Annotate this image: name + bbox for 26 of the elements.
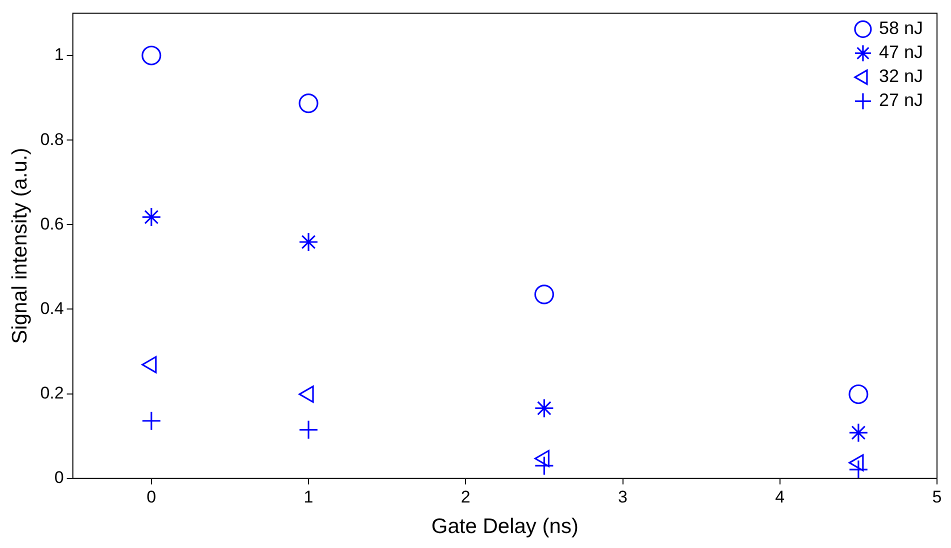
- point: [848, 384, 868, 404]
- point: [848, 422, 868, 443]
- y-tick-label: 0.6: [40, 214, 64, 234]
- y-axis-title: Signal intensity (a.u.): [8, 148, 32, 344]
- y-tick-label: 1: [54, 45, 64, 64]
- x-tick-label: 1: [304, 487, 314, 506]
- y-tick-label: 0.8: [40, 130, 64, 149]
- legend-label: 58 nJ: [878, 18, 924, 38]
- x-tick-label: 4: [775, 487, 785, 506]
- x-tick-label: 5: [932, 487, 942, 506]
- legend-label: 27 nJ: [878, 90, 924, 110]
- point: [298, 232, 318, 252]
- point: [142, 46, 162, 66]
- y-tick-label: 0.4: [40, 298, 64, 318]
- legend-label: 32 nJ: [878, 66, 924, 86]
- x-tick-label: 0: [146, 487, 156, 506]
- y-tick-label: 0.2: [40, 384, 64, 403]
- y-tick-label: 0: [54, 468, 64, 488]
- x-tick-label: 3: [618, 487, 628, 506]
- point: [534, 284, 554, 304]
- x-axis-title: Gate Delay (ns): [431, 515, 578, 538]
- legend-label: 47 nJ: [878, 42, 924, 62]
- point: [142, 207, 162, 227]
- x-tick-label: 2: [460, 487, 470, 506]
- point: [534, 398, 554, 418]
- point: [298, 93, 318, 114]
